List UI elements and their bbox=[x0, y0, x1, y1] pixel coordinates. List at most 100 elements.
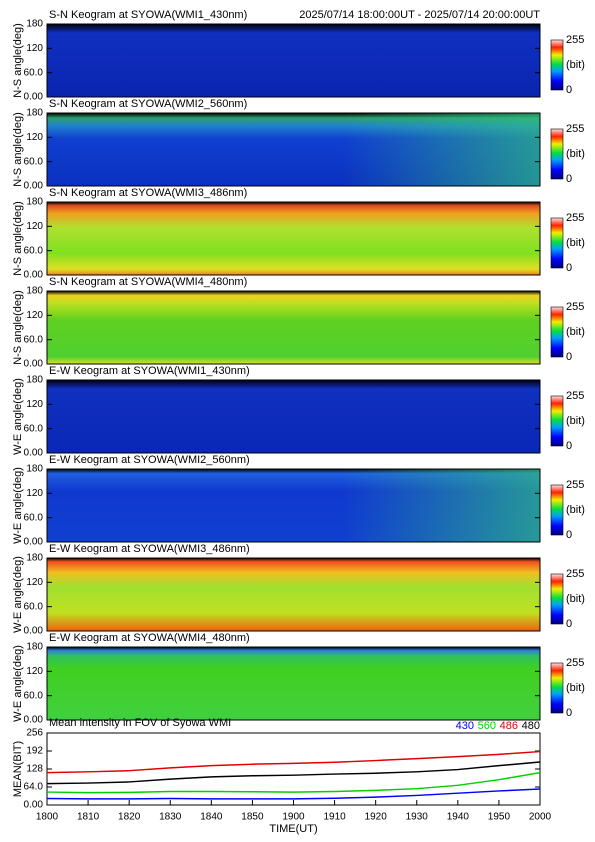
keogram-image bbox=[47, 113, 540, 186]
y-tick-label: 180 bbox=[26, 553, 43, 564]
y-tick-label: 120 bbox=[26, 666, 43, 677]
series-line bbox=[46, 788, 541, 800]
y-tick-label: 120 bbox=[26, 132, 43, 143]
colorbar-tick-label: 255 bbox=[566, 479, 584, 491]
y-tick-label: 180 bbox=[26, 464, 43, 475]
x-tick-label: 1900 bbox=[282, 812, 305, 823]
series-line bbox=[46, 761, 541, 785]
x-tick-label: 1830 bbox=[159, 812, 182, 823]
plot-frame bbox=[46, 557, 541, 632]
y-axis-label: N-S angle(deg) bbox=[12, 290, 24, 365]
colorbar-tick-label: 255 bbox=[566, 123, 584, 135]
panel-title: E-W Keogram at SYOWA(WMI1_430nm) bbox=[49, 365, 250, 377]
x-tick-label: 1810 bbox=[77, 812, 100, 823]
y-tick-label: 0.00 bbox=[24, 92, 44, 103]
y-tick-label: 180 bbox=[26, 375, 43, 386]
plot-frame bbox=[46, 468, 541, 543]
panel-title: S-N Keogram at SYOWA(WMI1_430nm) bbox=[49, 9, 247, 21]
y-tick-label: 60.0 bbox=[24, 690, 44, 701]
chart-title: Mean intensity in FOV of Syowa WMI bbox=[49, 717, 231, 729]
plot-frame bbox=[46, 23, 541, 98]
x-tick-label: 1800 bbox=[36, 812, 59, 823]
plot-frame bbox=[46, 379, 541, 454]
panel-title: S-N Keogram at SYOWA(WMI2_560nm) bbox=[49, 98, 247, 110]
y-tick-label: 64.0 bbox=[24, 782, 44, 793]
y-tick-label: 60.0 bbox=[24, 601, 44, 612]
legend-entry: 486 bbox=[500, 720, 518, 732]
y-axis-label: N-S angle(deg) bbox=[12, 201, 24, 276]
y-tick-label: 180 bbox=[26, 642, 43, 653]
series-line bbox=[46, 771, 541, 794]
x-axis-label: TIME(UT) bbox=[269, 823, 317, 835]
y-tick-label: 120 bbox=[26, 577, 43, 588]
x-tick-label: 1950 bbox=[488, 812, 511, 823]
y-tick-label: 60.0 bbox=[24, 512, 44, 523]
x-tick-label: 1940 bbox=[447, 812, 470, 823]
panel-title: E-W Keogram at SYOWA(WMI3_486nm) bbox=[49, 543, 250, 555]
keogram-image bbox=[47, 202, 540, 275]
x-tick-label: 1820 bbox=[118, 812, 141, 823]
y-tick-label: 120 bbox=[26, 43, 43, 54]
colorbar bbox=[550, 395, 564, 447]
colorbar-label: (bit) bbox=[566, 59, 585, 71]
series-line bbox=[46, 750, 541, 774]
panel-title: S-N Keogram at SYOWA(WMI3_486nm) bbox=[49, 187, 247, 199]
legend-entry: 480 bbox=[522, 720, 540, 732]
y-tick-label: 0.00 bbox=[24, 270, 44, 281]
keogram-image bbox=[47, 291, 540, 364]
colorbar bbox=[550, 128, 564, 180]
colorbar-label: (bit) bbox=[566, 148, 585, 160]
colorbar-label: (bit) bbox=[566, 504, 585, 516]
y-tick-label: 0.00 bbox=[24, 800, 44, 811]
x-tick-label: 1930 bbox=[406, 812, 429, 823]
panel-title: E-W Keogram at SYOWA(WMI2_560nm) bbox=[49, 454, 250, 466]
colorbar-label: (bit) bbox=[566, 237, 585, 249]
panel-title: E-W Keogram at SYOWA(WMI4_480nm) bbox=[49, 632, 250, 644]
panel-title: S-N Keogram at SYOWA(WMI4_480nm) bbox=[49, 276, 247, 288]
y-tick-label: 256 bbox=[26, 728, 43, 739]
y-axis-label: W-E angle(deg) bbox=[12, 645, 24, 722]
y-tick-label: 120 bbox=[26, 221, 43, 232]
y-tick-label: 60.0 bbox=[24, 156, 44, 167]
colorbar bbox=[550, 484, 564, 536]
y-tick-label: 0.00 bbox=[24, 448, 44, 459]
colorbar-tick-label: 0 bbox=[566, 529, 572, 541]
x-tick-label: 1850 bbox=[241, 812, 264, 823]
colorbar-tick-label: 0 bbox=[566, 440, 572, 452]
colorbar-tick-label: 0 bbox=[566, 84, 572, 96]
plot-frame bbox=[46, 290, 541, 365]
colorbar-label: (bit) bbox=[566, 326, 585, 338]
y-tick-label: 192 bbox=[26, 746, 43, 757]
y-tick-label: 0.00 bbox=[24, 715, 44, 726]
plot-frame bbox=[46, 201, 541, 276]
y-axis-label: W-E angle(deg) bbox=[12, 467, 24, 544]
y-axis-label: W-E angle(deg) bbox=[12, 378, 24, 455]
colorbar-tick-label: 255 bbox=[566, 34, 584, 46]
y-axis-label: N-S angle(deg) bbox=[12, 23, 24, 98]
x-tick-label: 2000 bbox=[529, 812, 552, 823]
keogram-image bbox=[47, 380, 540, 453]
y-tick-label: 180 bbox=[26, 19, 43, 30]
y-tick-label: 60.0 bbox=[24, 245, 44, 256]
y-tick-label: 120 bbox=[26, 399, 43, 410]
y-axis-label: N-S angle(deg) bbox=[12, 112, 24, 187]
y-tick-label: 60.0 bbox=[24, 67, 44, 78]
colorbar-tick-label: 0 bbox=[566, 707, 572, 719]
y-tick-label: 180 bbox=[26, 286, 43, 297]
legend-entry: 560 bbox=[478, 720, 496, 732]
y-tick-label: 0.00 bbox=[24, 537, 44, 548]
legend-entry: 430 bbox=[456, 720, 474, 732]
keogram-image bbox=[47, 647, 540, 720]
colorbar-label: (bit) bbox=[566, 682, 585, 694]
colorbar bbox=[550, 39, 564, 91]
colorbar bbox=[550, 306, 564, 358]
colorbar-tick-label: 0 bbox=[566, 351, 572, 363]
plot-frame bbox=[46, 112, 541, 187]
y-tick-label: 0.00 bbox=[24, 181, 44, 192]
keogram-image bbox=[47, 24, 540, 97]
y-tick-label: 128 bbox=[26, 764, 43, 775]
colorbar-tick-label: 255 bbox=[566, 212, 584, 224]
colorbar-label: (bit) bbox=[566, 415, 585, 427]
y-tick-label: 0.00 bbox=[24, 626, 44, 637]
